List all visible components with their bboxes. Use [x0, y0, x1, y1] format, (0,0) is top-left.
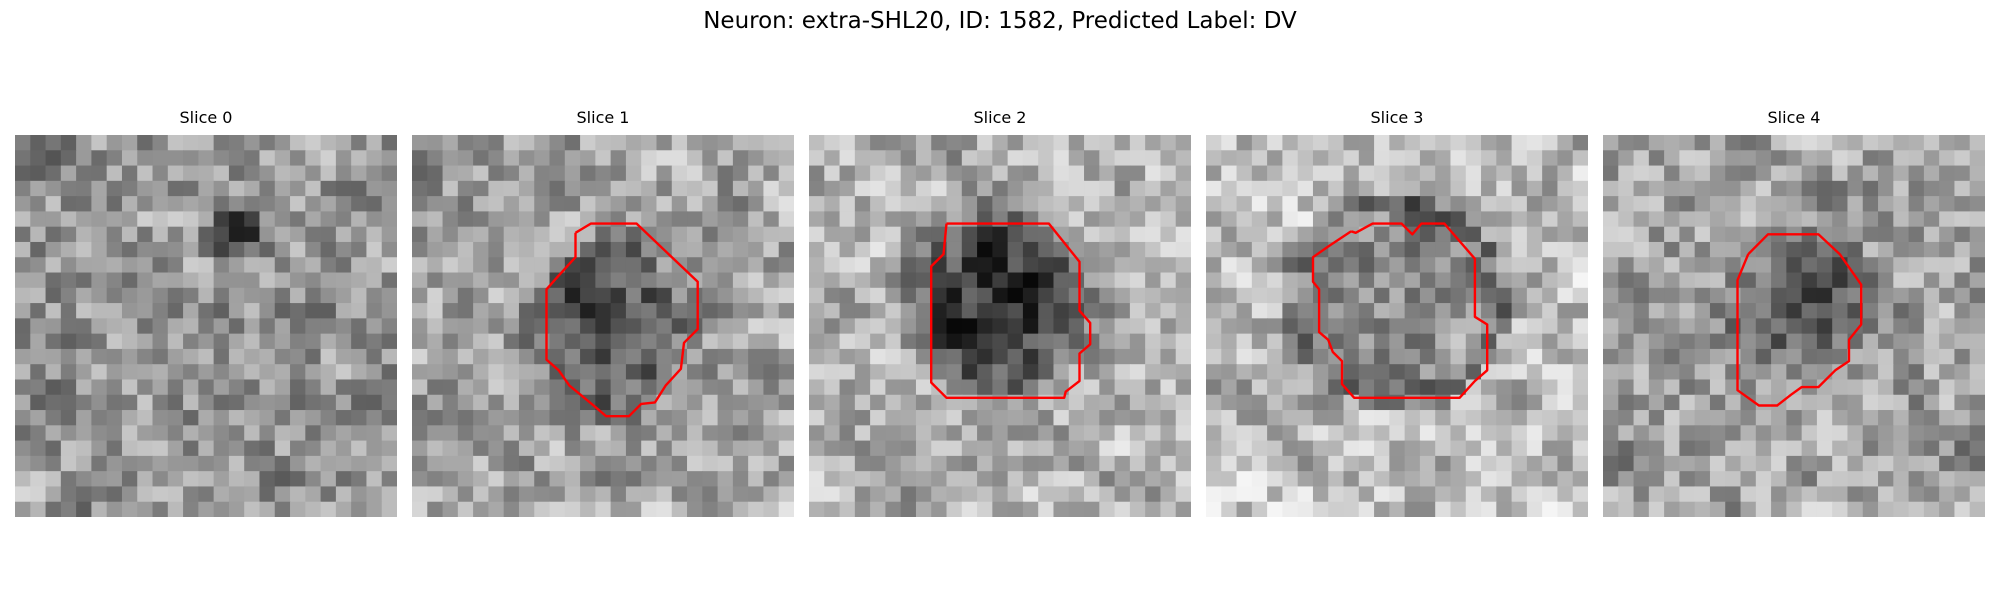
slice-image-4: [1603, 135, 1985, 517]
slice-image-2: [809, 135, 1191, 517]
cell-contour-3: [1311, 222, 1489, 399]
slice-image-0: [15, 135, 397, 517]
slice-image-1: [412, 135, 794, 517]
slice-title-1: Slice 1: [576, 108, 630, 127]
figure-title: Neuron: extra-SHL20, ID: 1582, Predicted…: [703, 8, 1297, 34]
slice-title-4: Slice 4: [1767, 108, 1821, 127]
slice-image-3: [1206, 135, 1588, 517]
cell-contour-1: [545, 222, 699, 418]
slice-title-0: Slice 0: [179, 108, 233, 127]
cell-contour-4: [1736, 233, 1863, 407]
cell-contour-2: [929, 222, 1092, 399]
slice-title-2: Slice 2: [973, 108, 1027, 127]
slice-title-3: Slice 3: [1370, 108, 1424, 127]
